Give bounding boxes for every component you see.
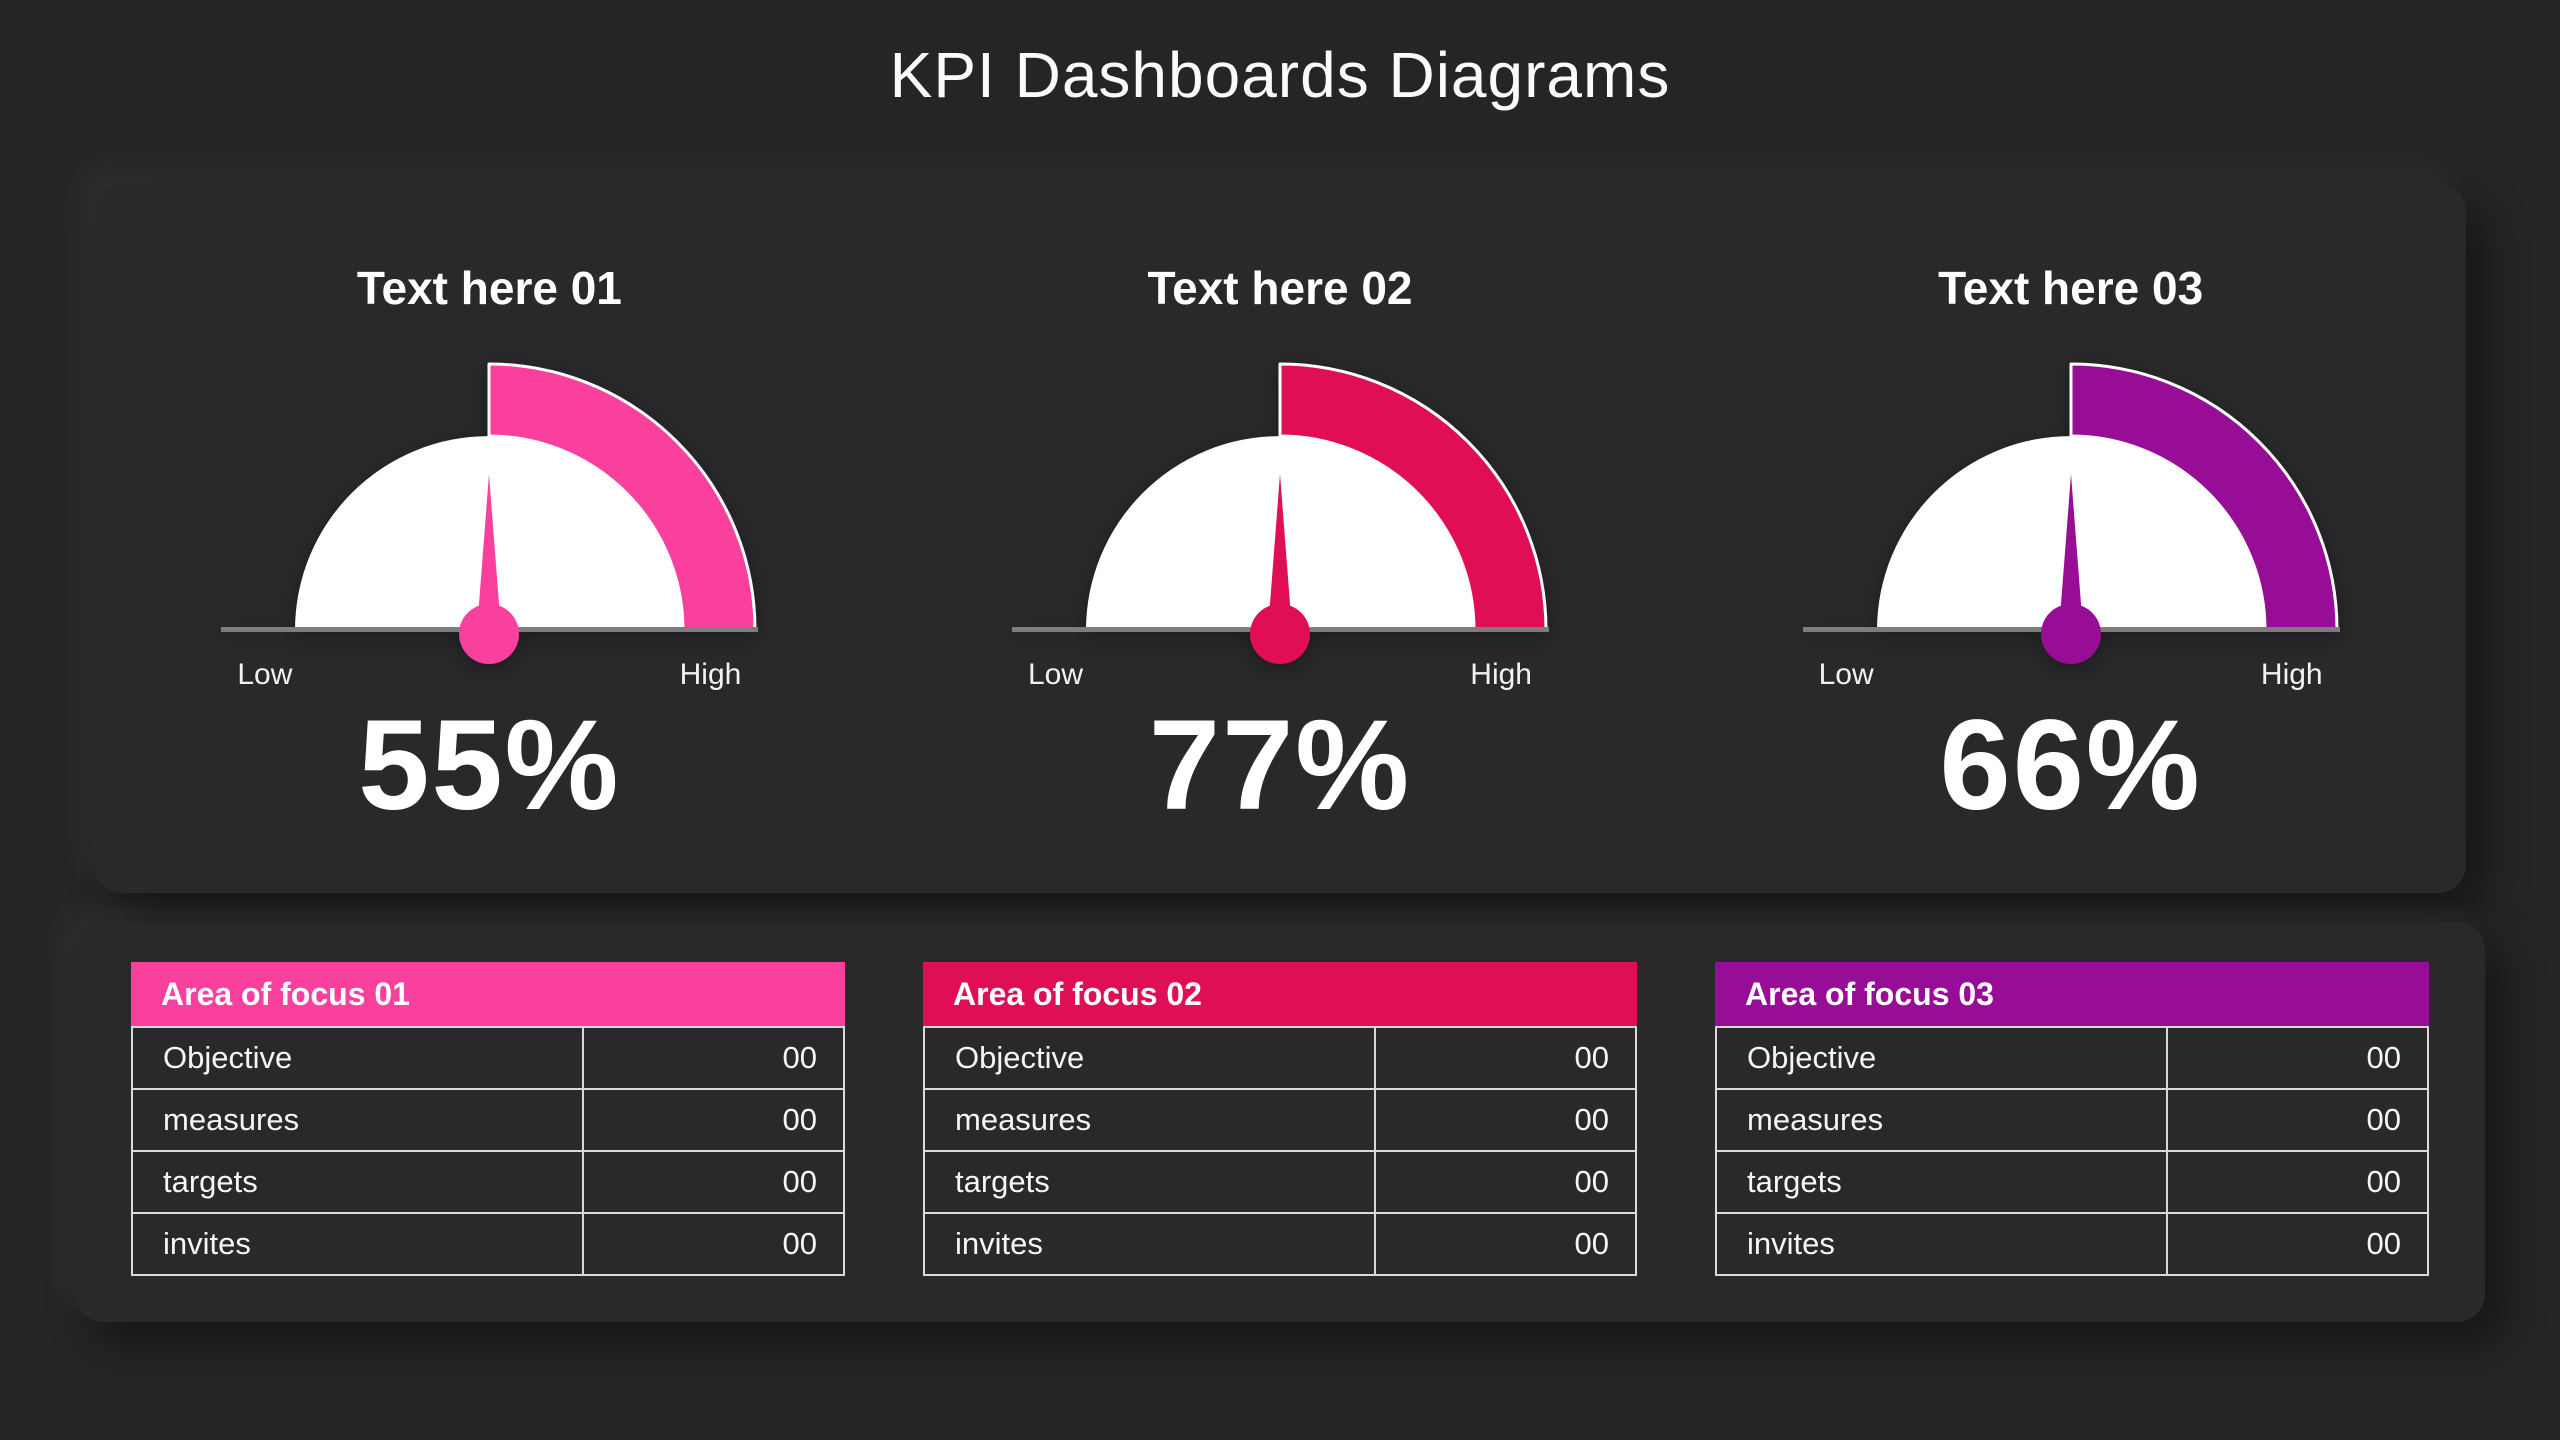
gauge-01-value: 55%	[358, 693, 621, 837]
row-value: 00	[782, 1164, 817, 1199]
row-label: Objective	[1717, 1028, 2168, 1088]
gauge-needle	[2058, 473, 2083, 630]
table-row: targets 00	[1715, 1150, 2429, 1214]
gauge-03-title: Text here 03	[1938, 262, 2204, 314]
gauge-needle-hub	[459, 603, 520, 664]
page-title: KPI Dashboards Diagrams	[889, 39, 1671, 111]
row-value: 00	[2366, 1102, 2401, 1137]
row-value: 00	[1574, 1226, 1609, 1261]
row-value: 00	[782, 1040, 817, 1075]
scale-low-label: Low	[237, 657, 293, 691]
focus-table-02-body: Objective 00 measures 00 targets 00 invi…	[923, 1026, 1637, 1276]
gauge-01-scale: Low High	[219, 658, 759, 692]
row-value: 00	[1574, 1164, 1609, 1199]
row-label: invites	[925, 1214, 1376, 1274]
row-value: 00	[2366, 1164, 2401, 1199]
scale-high-label: High	[2260, 657, 2323, 691]
row-label: targets	[925, 1152, 1376, 1212]
row-value: 00	[2366, 1226, 2401, 1261]
gauge-02-title: Text here 02	[1147, 262, 1413, 314]
row-label: invites	[1717, 1214, 2168, 1274]
gauge-needle-hub	[2040, 603, 2101, 664]
gauge-01-title: Text here 01	[356, 262, 622, 314]
focus-table-03-header: Area of focus 03	[1715, 962, 2429, 1026]
gauge-02-value: 77%	[1148, 693, 1412, 837]
scale-high-label: High	[1470, 657, 1532, 691]
table-row: invites 00	[923, 1212, 1637, 1276]
gauge-02-scale: Low High	[1010, 658, 1550, 692]
focus-table-01-body: Objective 00 measures 00 targets 00 invi…	[131, 1026, 845, 1276]
gauge-01: Text here 01 Low High 55%	[94, 183, 885, 830]
row-label: measures	[1717, 1090, 2168, 1150]
row-label: invites	[133, 1214, 584, 1274]
focus-table-02: Area of focus 02 Objective 00 measures 0…	[923, 962, 1637, 1322]
gauges-panel: Text here 01 Low High 55% Text here 02 L…	[94, 183, 2466, 893]
row-label: measures	[925, 1090, 1376, 1150]
table-row: targets 00	[131, 1150, 845, 1214]
table-row: Objective 00	[923, 1026, 1637, 1090]
gauge-needle-hub	[1249, 603, 1310, 664]
row-value: 00	[782, 1102, 817, 1137]
table-row: measures 00	[131, 1088, 845, 1152]
table-row: invites 00	[1715, 1212, 2429, 1276]
table-row: measures 00	[923, 1088, 1637, 1152]
gauge-02: Text here 02 Low High 77%	[885, 183, 1676, 830]
scale-low-label: Low	[1818, 657, 1874, 691]
gauge-02-dial	[1011, 362, 1549, 664]
focus-table-03: Area of focus 03 Objective 00 measures 0…	[1715, 962, 2429, 1322]
focus-table-01: Area of focus 01 Objective 00 measures 0…	[131, 962, 845, 1322]
row-value: 00	[782, 1226, 817, 1261]
row-label: targets	[1717, 1152, 2168, 1212]
table-row: Objective 00	[1715, 1026, 2429, 1090]
row-label: Objective	[133, 1028, 584, 1088]
focus-tables-panel: Area of focus 01 Objective 00 measures 0…	[75, 922, 2485, 1322]
table-row: targets 00	[923, 1150, 1637, 1214]
row-value: 00	[2366, 1040, 2401, 1075]
row-value: 00	[1574, 1102, 1609, 1137]
gauge-03-dial	[1802, 362, 2340, 664]
focus-table-02-header: Area of focus 02	[923, 962, 1637, 1026]
gauge-needle	[477, 473, 502, 630]
focus-table-03-body: Objective 00 measures 00 targets 00 invi…	[1715, 1026, 2429, 1276]
row-label: targets	[133, 1152, 584, 1212]
gauge-03-value: 66%	[1939, 693, 2202, 837]
scale-high-label: High	[679, 657, 742, 691]
table-row: measures 00	[1715, 1088, 2429, 1152]
row-value: 00	[1574, 1040, 1609, 1075]
table-row: invites 00	[131, 1212, 845, 1276]
gauge-01-dial	[221, 362, 759, 664]
gauge-03: Text here 03 Low High 66%	[1675, 183, 2466, 830]
row-label: measures	[133, 1090, 584, 1150]
table-row: Objective 00	[131, 1026, 845, 1090]
scale-low-label: Low	[1027, 657, 1084, 691]
row-label: Objective	[925, 1028, 1376, 1088]
gauge-needle	[1267, 473, 1292, 630]
focus-table-01-header: Area of focus 01	[131, 962, 845, 1026]
gauge-03-scale: Low High	[1801, 658, 2341, 692]
